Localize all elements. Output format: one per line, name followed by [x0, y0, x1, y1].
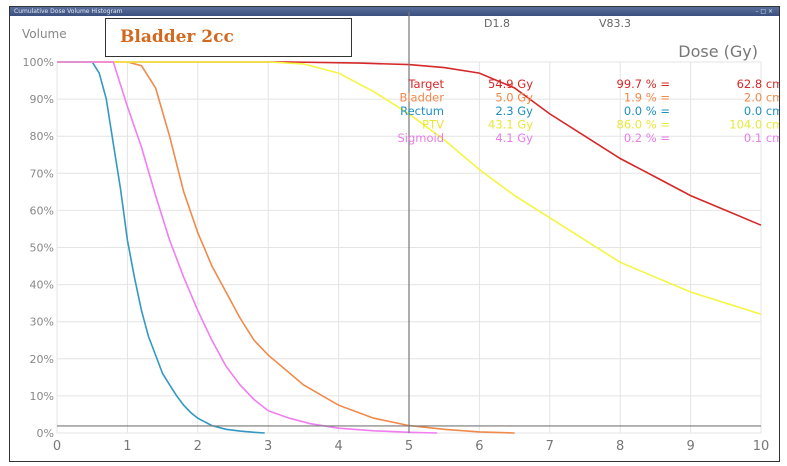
series-line-target: [57, 61, 762, 226]
x-tick-label: 7: [546, 439, 554, 454]
legend-vol-bladder: 2.0 cm³: [744, 91, 779, 105]
legend-pct-target: 99.7 % =: [617, 77, 670, 91]
legend-pct-rectum: 0.0 % =: [624, 104, 670, 118]
y-tick-label: 50%: [30, 242, 54, 255]
legend-dose-ptv: 43.1 Gy: [488, 118, 533, 132]
y-tick-label: 80%: [30, 130, 54, 143]
series-line-rectum: [57, 61, 265, 434]
dvh-chart: 0 1 2 3 4 5 6 7 8 9 100%10%20%30%40%50%60%70%80%90…: [22, 12, 779, 454]
series-line-sigmoid: [57, 61, 438, 434]
legend-dose-rectum: 2.3 Gy: [495, 104, 533, 118]
y-tick-label: 100%: [23, 56, 54, 69]
annotation-box: Bladder 2cc: [105, 18, 352, 57]
x-tick-label: 1: [123, 439, 131, 454]
y-tick-label: 40%: [30, 279, 54, 292]
y-axis-label: Volume: [22, 27, 67, 41]
x-tick-label: 9: [686, 439, 694, 454]
x-tick-label: 8: [616, 439, 624, 454]
x-axis-label: Dose (Gy): [678, 42, 758, 61]
legend-name-ptv: PTV: [422, 118, 444, 132]
x-tick-label: 2: [194, 439, 202, 454]
v-value-label: V83.3: [599, 17, 631, 30]
legend-dose-sigmoid: 4.1 Gy: [495, 131, 533, 145]
legend-vol-rectum: 0.0 cm³: [744, 104, 779, 118]
window-titlebar: Cumulative Dose Volume Histogram – □ ×: [10, 7, 779, 16]
legend-vol-target: 62.8 cm³: [737, 77, 779, 91]
legend-pct-sigmoid: 0.2 % =: [624, 131, 670, 145]
legend-dose-target: 54.9 Gy: [488, 77, 533, 91]
y-tick-label: 30%: [30, 316, 54, 329]
legend-table: Target 54.9 Gy 99.7 % = 62.8 cm³ Bladder 5.0 …: [397, 77, 779, 145]
y-tick-label: 60%: [30, 204, 54, 217]
x-tick-label: 10: [753, 439, 770, 454]
d-value-label: D1.8: [484, 17, 510, 30]
legend-name-bladder: Bladder: [399, 91, 444, 105]
x-tick-label: 4: [334, 439, 342, 454]
legend-name-target: Target: [407, 77, 444, 91]
y-tick-label: 0%: [37, 427, 54, 440]
y-tick-label: 90%: [30, 93, 54, 106]
legend-name-sigmoid: Sigmoid: [397, 131, 444, 145]
dvh-window: Cumulative Dose Volume Histogram – □ × 0…: [9, 6, 780, 462]
legend-vol-sigmoid: 0.1 cm³: [744, 131, 779, 145]
window-title: Cumulative Dose Volume Histogram: [14, 8, 123, 15]
x-tick-label: 0: [53, 439, 61, 454]
legend-pct-ptv: 86.0 % =: [617, 118, 670, 132]
legend-dose-bladder: 5.0 Gy: [495, 91, 533, 105]
legend-vol-ptv: 104.0 cm³: [729, 118, 779, 132]
annotation-text: Bladder 2cc: [120, 27, 234, 47]
series-line-ptv: [57, 61, 762, 316]
markers: [57, 12, 761, 433]
x-tick-label: 6: [475, 439, 483, 454]
x-tick-label: 5: [405, 439, 413, 454]
y-tick-label: 70%: [30, 167, 54, 180]
legend-pct-bladder: 1.9 % =: [624, 91, 670, 105]
legend-name-rectum: Rectum: [400, 104, 444, 118]
y-tick-label: 20%: [30, 353, 54, 366]
y-tick-label: 10%: [30, 390, 54, 403]
window-controls[interactable]: – □ ×: [755, 8, 773, 15]
x-tick-label: 3: [264, 439, 272, 454]
axes: 0 1 2 3 4 5 6 7 8 9 100%10%20%30%40%50%60%70%80%90…: [23, 56, 770, 454]
